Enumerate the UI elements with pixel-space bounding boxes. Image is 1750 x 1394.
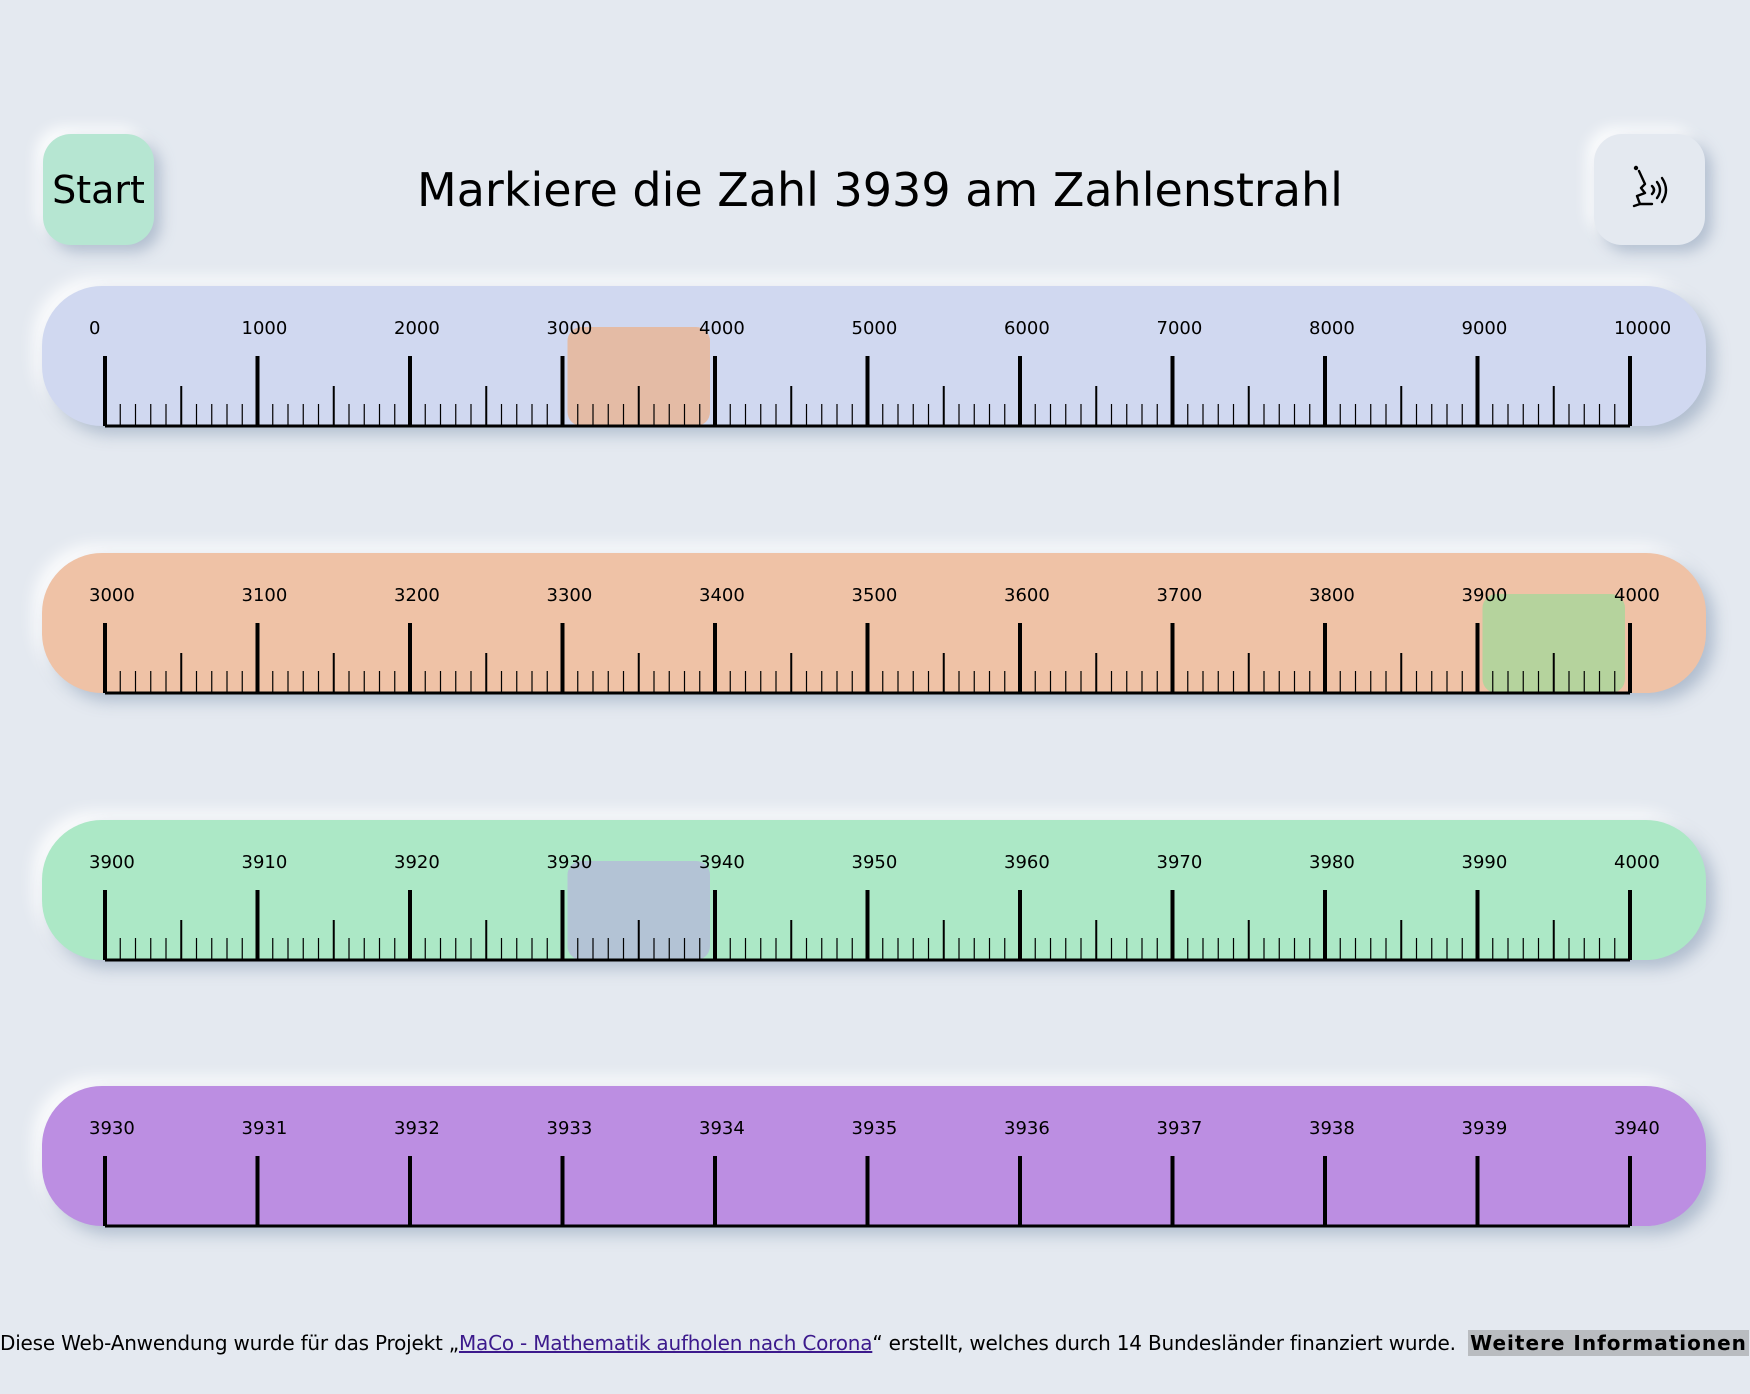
tick-label: 3934 [699,1118,745,1139]
tick-label: 3940 [1614,1118,1660,1139]
tick-label: 3935 [852,1118,898,1139]
number-line-4[interactable]: 3930 3931 3932 3933 3934 3935 3936 3937 3938 3939… [42,1086,1706,1228]
tick-label: 3000 [547,318,593,339]
highlight-box [567,327,710,426]
number-line-2[interactable]: 3000 3100 3200 3300 3400 3500 3600 3700 3800 3900… [42,553,1706,695]
speaker-head-icon [1632,165,1667,207]
tick-label: 3933 [547,1118,593,1139]
tick-label: 8000 [1309,318,1355,339]
highlight-box [567,861,710,960]
tick-label: 3938 [1309,1118,1355,1139]
tick-label: 3000 [89,585,135,606]
more-info-button[interactable]: Weitere Informationen [1468,1330,1749,1356]
start-button[interactable]: Start [43,134,154,245]
footer-text-before: Diese Web-Anwendung wurde für das Projek… [0,1331,459,1355]
tick-label: 3300 [547,585,593,606]
tick-label: 4000 [1614,852,1660,873]
read-aloud-button[interactable] [1594,134,1705,245]
tick-label: 3900 [1462,585,1508,606]
tick-label: 2000 [394,318,440,339]
tick-label: 3600 [1004,585,1050,606]
number-line-1[interactable]: 0 1000 2000 3000 4000 5000 6000 7000 8000 9000 100… [42,286,1706,428]
tick-label: 1000 [242,318,288,339]
highlight-box [1482,594,1625,693]
page-title: Markiere die Zahl 3939 am Zahlenstrahl [417,163,1343,217]
tick-label: 3970 [1157,852,1203,873]
tick-label: 3900 [89,852,135,873]
tick-label: 3950 [852,852,898,873]
tick-label: 3931 [242,1118,288,1139]
tick-label: 0 [89,318,100,339]
tick-label: 3920 [394,852,440,873]
tick-label: 3990 [1462,852,1508,873]
tick-label: 3939 [1462,1118,1508,1139]
tick-label: 3700 [1157,585,1203,606]
footer: Diese Web-Anwendung wurde für das Projek… [0,1330,1750,1356]
tick-label: 3910 [242,852,288,873]
tick-label: 3980 [1309,852,1355,873]
maco-project-link[interactable]: MaCo - Mathematik aufholen nach Corona [458,1331,873,1355]
footer-text-after: “ erstellt, welches durch 14 Bundeslände… [872,1331,1456,1355]
tick-label: 3960 [1004,852,1050,873]
tick-label: 3930 [547,852,593,873]
tick-label: 3940 [699,852,745,873]
number-line-3[interactable]: 3900 3910 3920 3930 3940 3950 3960 3970 3980 3990… [42,820,1706,962]
tick-label: 9000 [1462,318,1508,339]
tick-label: 3930 [89,1118,135,1139]
tick-label: 4000 [699,318,745,339]
tick-label: 3200 [394,585,440,606]
tick-label: 3936 [1004,1118,1050,1139]
tick-label: 10000 [1614,318,1671,339]
tick-label: 7000 [1157,318,1203,339]
tick-label: 3932 [394,1118,440,1139]
tick-label: 3937 [1157,1118,1203,1139]
tick-label: 3400 [699,585,745,606]
tick-label: 3100 [242,585,288,606]
tick-label: 3800 [1309,585,1355,606]
tick-label: 3500 [852,585,898,606]
tick-label: 4000 [1614,585,1660,606]
tick-label: 5000 [852,318,898,339]
tick-label: 6000 [1004,318,1050,339]
